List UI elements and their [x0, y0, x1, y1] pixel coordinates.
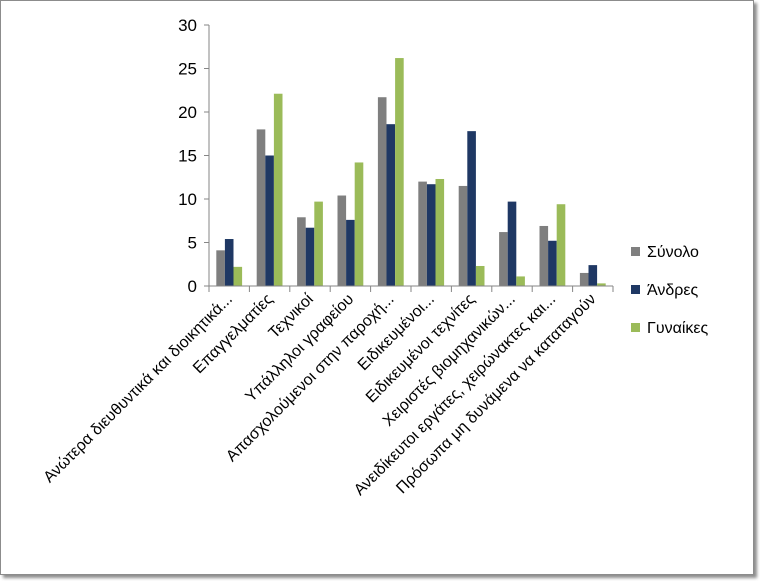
x-axis: Ανώτερα διευθυντικά και διοικητικά...Επα…: [41, 285, 614, 499]
bar-women: [273, 93, 283, 286]
legend: Σύνολο Άνδρες Γυναίκες: [631, 244, 709, 337]
bar-women: [475, 265, 485, 286]
bar-men: [426, 184, 436, 286]
bar-total: [499, 232, 508, 286]
y-tick-label: 30: [178, 16, 197, 35]
bar-women: [314, 201, 323, 286]
bar-total: [216, 250, 225, 286]
legend-label: Άνδρες: [647, 282, 699, 299]
bar-women: [597, 283, 606, 286]
bar-men: [386, 124, 396, 287]
bar-men: [467, 131, 476, 286]
bar-chart: 0 5 10 15 20 25 30 Ανώτερα διευθυντικά και διο…: [41, 16, 709, 499]
bar-women: [516, 276, 525, 286]
y-tick-label: 0: [188, 277, 197, 296]
y-tick-label: 10: [178, 190, 197, 209]
bar-total: [458, 185, 468, 286]
bar-men: [224, 239, 234, 286]
bar-women: [395, 58, 404, 287]
y-axis: 0 5 10 15 20 25 30: [178, 16, 210, 296]
bar-men: [548, 240, 557, 286]
category-label: Ανώτερα διευθυντικά και διοικητικά...: [41, 291, 236, 486]
bar-men: [346, 219, 355, 286]
bar-men: [507, 201, 517, 286]
bar-total: [579, 272, 589, 286]
bar-men: [265, 155, 274, 286]
y-tick-label: 25: [178, 60, 197, 79]
legend-label: Γυναίκες: [647, 320, 709, 337]
legend-swatch: [631, 323, 640, 332]
legend-label: Σύνολο: [647, 244, 699, 261]
bar-total: [297, 217, 306, 286]
bar-women: [435, 178, 445, 286]
bar-total: [418, 181, 427, 286]
bar-women: [233, 266, 243, 286]
bars: [216, 58, 606, 287]
legend-swatch: [631, 247, 640, 256]
bar-men: [305, 227, 315, 286]
bar-women: [354, 162, 364, 286]
y-tick-label: 5: [188, 234, 197, 253]
bar-total: [337, 195, 347, 286]
bar-men: [588, 265, 598, 286]
bar-total: [539, 225, 549, 286]
bar-women: [556, 204, 566, 286]
bar-total: [256, 129, 266, 286]
bar-total: [377, 97, 387, 287]
y-tick-label: 20: [178, 103, 197, 122]
y-tick-label: 15: [178, 147, 197, 166]
legend-swatch: [631, 285, 640, 294]
